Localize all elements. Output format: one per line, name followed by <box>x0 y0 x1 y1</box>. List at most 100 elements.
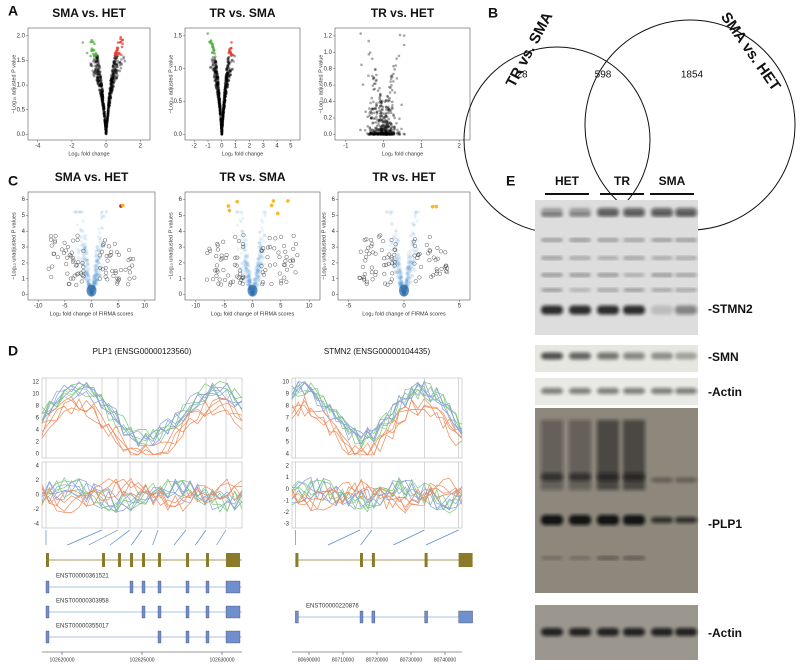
point <box>100 82 104 85</box>
connector <box>152 529 159 546</box>
panel-label: B <box>488 5 498 21</box>
point <box>383 132 386 135</box>
density-point <box>92 281 97 285</box>
point <box>217 99 221 102</box>
y-tick-label: 0 <box>36 452 40 458</box>
point <box>379 131 383 135</box>
point <box>213 70 217 74</box>
point <box>213 61 217 64</box>
density-point <box>84 273 89 278</box>
point <box>96 72 100 76</box>
point <box>217 94 221 98</box>
y-tick-label: 2 <box>22 260 26 266</box>
point <box>372 133 376 136</box>
significant-point <box>430 204 435 209</box>
density-point <box>405 272 409 276</box>
point <box>220 256 225 261</box>
point <box>109 83 113 87</box>
point <box>105 119 109 122</box>
point <box>102 112 106 115</box>
point <box>98 75 102 79</box>
point <box>216 86 220 90</box>
density-point <box>397 255 401 259</box>
point <box>99 83 102 86</box>
density-point <box>259 245 263 250</box>
density-point <box>404 280 408 284</box>
point <box>224 79 228 82</box>
point <box>277 255 282 260</box>
point <box>94 60 98 64</box>
point <box>224 79 227 83</box>
density-point <box>396 239 401 243</box>
point <box>224 77 228 80</box>
density-point <box>405 278 409 282</box>
point <box>98 76 102 80</box>
band <box>597 208 619 216</box>
band-label: -PLP1 <box>708 517 742 531</box>
point <box>386 124 389 128</box>
expression-trace <box>291 478 463 512</box>
point <box>100 92 103 96</box>
band <box>541 288 563 292</box>
density-point <box>390 210 394 214</box>
point <box>378 109 381 112</box>
point <box>217 80 220 83</box>
density-point <box>93 277 98 281</box>
point <box>374 131 378 135</box>
point <box>219 116 222 120</box>
point <box>224 87 227 91</box>
density-point <box>392 265 396 269</box>
density-point <box>252 281 256 286</box>
point <box>387 107 391 111</box>
density-point <box>92 276 97 280</box>
point <box>369 131 373 135</box>
point <box>215 81 219 85</box>
density-point <box>398 270 402 274</box>
band-label: -Actin <box>708 385 742 399</box>
density-point <box>83 270 87 274</box>
point <box>52 240 57 245</box>
point <box>98 88 101 91</box>
point <box>101 105 105 109</box>
point <box>377 132 381 136</box>
gene-title: STMN2 (ENSG00000104435) <box>324 347 431 356</box>
density-point <box>85 272 89 276</box>
point <box>374 132 377 136</box>
point <box>106 111 110 115</box>
exon <box>206 553 209 567</box>
y-tick-label: 8 <box>286 404 290 410</box>
point <box>217 91 221 95</box>
point <box>222 101 226 105</box>
point <box>368 107 371 110</box>
point <box>225 76 228 80</box>
density-point <box>397 261 401 265</box>
density-point <box>258 238 262 242</box>
point <box>228 68 232 72</box>
point <box>101 103 104 107</box>
point <box>228 74 232 77</box>
density-point <box>84 258 89 262</box>
density-point <box>97 261 101 265</box>
point <box>226 63 230 67</box>
point <box>109 90 112 94</box>
density-point <box>94 258 98 262</box>
point <box>391 133 395 136</box>
point <box>217 100 221 103</box>
density-point <box>234 210 239 214</box>
point <box>382 271 387 276</box>
density-point <box>398 275 402 279</box>
point <box>111 65 115 68</box>
point <box>376 133 380 136</box>
point <box>216 89 219 93</box>
density-point <box>256 269 260 274</box>
density-point <box>393 259 397 263</box>
density-point <box>411 273 415 278</box>
point <box>106 113 110 117</box>
point <box>219 120 223 124</box>
significant-point <box>275 211 280 216</box>
significant-point <box>269 203 274 208</box>
point <box>214 60 217 64</box>
point <box>99 83 102 87</box>
density-point <box>246 263 250 267</box>
point <box>216 82 220 85</box>
